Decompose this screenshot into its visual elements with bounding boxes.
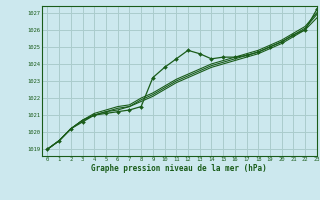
- X-axis label: Graphe pression niveau de la mer (hPa): Graphe pression niveau de la mer (hPa): [91, 164, 267, 173]
